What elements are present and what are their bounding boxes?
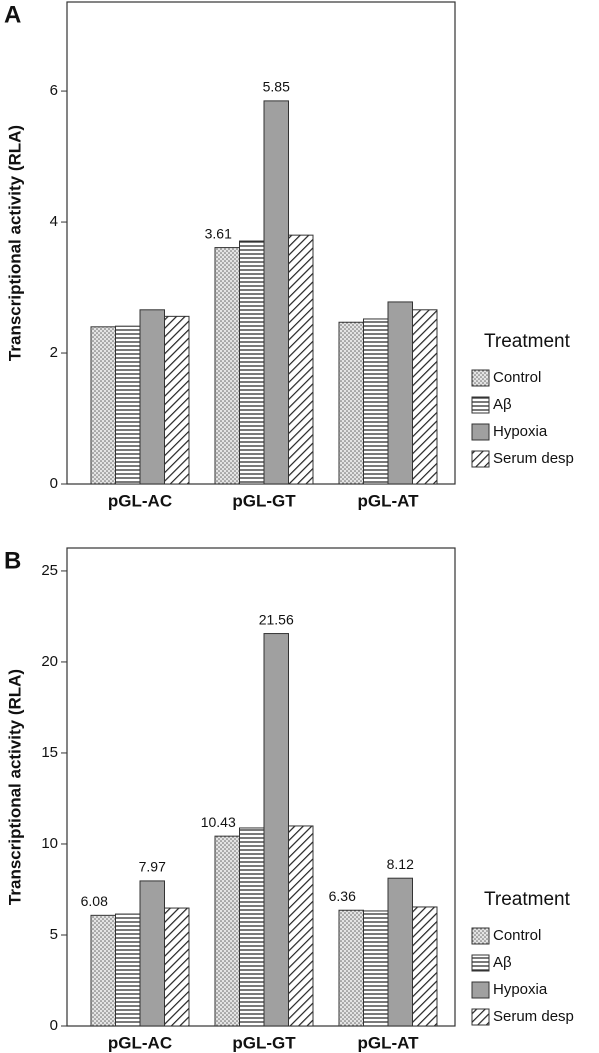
- bar: [263, 100, 289, 485]
- legend-label: Aβ: [493, 954, 512, 971]
- legend-label: Control: [493, 927, 541, 944]
- legend-swatch: [471, 423, 490, 441]
- value-label: 8.12: [387, 856, 414, 872]
- x-tick-label: pGL-AT: [357, 491, 419, 510]
- bar: [387, 301, 413, 485]
- bar: [338, 909, 364, 1027]
- x-tick-label: pGL-AC: [108, 1033, 172, 1052]
- bar: [164, 315, 190, 485]
- x-tick-label: pGL-GT: [232, 1033, 296, 1052]
- y-tick-label: 2: [50, 344, 58, 361]
- bar: [214, 247, 240, 485]
- x-tick-label: pGL-AC: [108, 491, 172, 510]
- value-label: 6.36: [329, 888, 356, 904]
- legend-label: Control: [493, 369, 541, 386]
- bar: [412, 309, 438, 485]
- legend-label: Serum desp: [493, 450, 574, 467]
- y-tick-label: 25: [41, 562, 58, 579]
- bar: [288, 825, 314, 1027]
- y-tick-label: 10: [41, 835, 58, 852]
- legend-title: Treatment: [484, 331, 571, 352]
- value-label: 10.43: [201, 814, 236, 830]
- value-label: 3.61: [205, 225, 232, 241]
- y-tick-label: 0: [50, 475, 58, 492]
- bar: [239, 240, 265, 485]
- legend-swatch: [471, 1008, 490, 1026]
- bar: [139, 880, 165, 1027]
- bar: [412, 906, 438, 1027]
- x-tick-label: pGL-GT: [232, 491, 296, 510]
- bar: [338, 321, 364, 485]
- legend-swatch: [471, 396, 490, 414]
- value-label: 6.08: [81, 893, 108, 909]
- y-tick-label: 0: [50, 1017, 58, 1034]
- bar: [363, 910, 389, 1027]
- legend-swatch: [471, 450, 490, 468]
- panel-label: A: [4, 1, 21, 28]
- value-label: 7.97: [139, 859, 166, 875]
- legend-label: Serum desp: [493, 1008, 574, 1025]
- legend-swatch: [471, 981, 490, 999]
- y-axis-title: Transcriptional activity (RLA): [5, 125, 24, 361]
- panel-label: B: [4, 547, 21, 574]
- y-tick-label: 20: [41, 653, 58, 670]
- bar: [115, 913, 141, 1027]
- bar: [115, 325, 141, 485]
- bar: [239, 827, 265, 1027]
- y-axis-title: Transcriptional activity (RLA): [5, 669, 24, 905]
- legend-swatch: [471, 954, 490, 972]
- bar: [164, 907, 190, 1027]
- bar: [363, 318, 389, 485]
- legend-label: Hypoxia: [493, 423, 548, 440]
- x-tick-label: pGL-AT: [357, 1033, 419, 1052]
- y-tick-label: 4: [50, 213, 58, 230]
- bar: [288, 234, 314, 485]
- y-tick-label: 6: [50, 82, 58, 99]
- value-label: 21.56: [259, 611, 294, 627]
- y-tick-label: 15: [41, 744, 58, 761]
- legend-swatch: [471, 927, 490, 945]
- bar: [387, 877, 413, 1027]
- legend-label: Hypoxia: [493, 981, 548, 998]
- bar: [90, 914, 116, 1027]
- bar: [139, 309, 165, 485]
- bar: [214, 835, 240, 1027]
- legend-label: Aβ: [493, 396, 512, 413]
- bar: [263, 633, 289, 1027]
- legend-title: Treatment: [484, 889, 571, 910]
- y-tick-label: 5: [50, 926, 58, 943]
- bar: [90, 326, 116, 485]
- value-label: 5.85: [263, 79, 290, 95]
- legend-swatch: [471, 369, 490, 387]
